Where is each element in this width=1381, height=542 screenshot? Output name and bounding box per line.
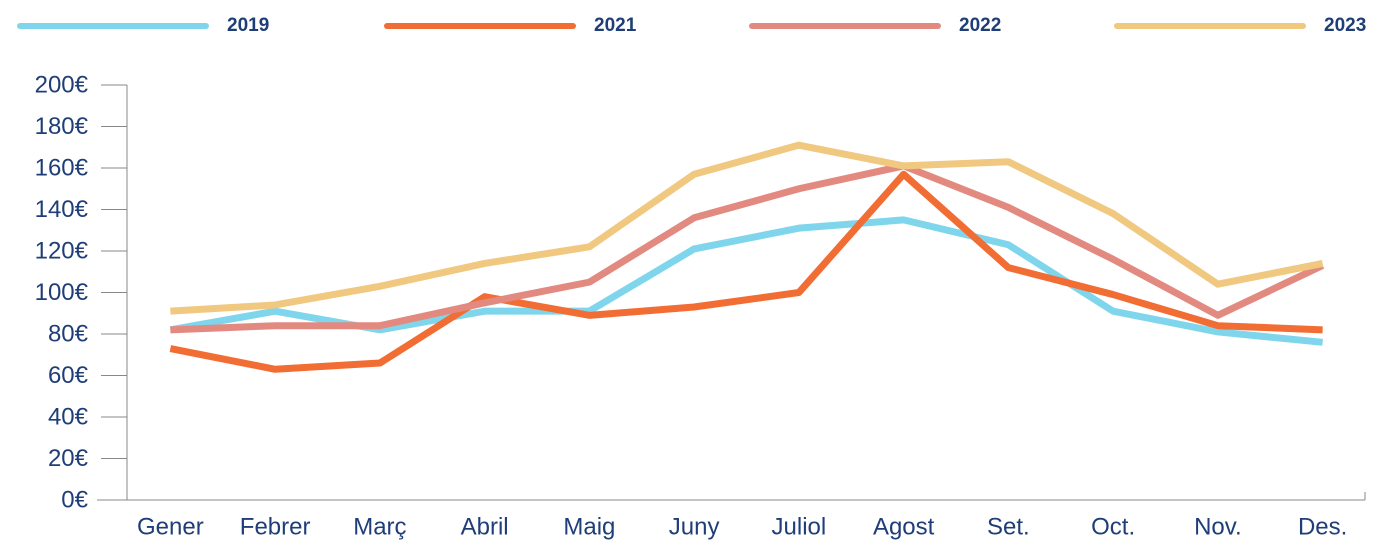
series-line <box>169 170 1323 373</box>
series-line <box>170 141 1324 315</box>
y-tick-label: 80€ <box>48 320 89 347</box>
x-tick-label: Gener <box>137 513 204 540</box>
y-tick-label: 0€ <box>61 486 88 513</box>
x-tick-label: Set. <box>987 513 1030 540</box>
series-line <box>170 162 1325 334</box>
x-tick-label: Març <box>353 513 406 540</box>
x-tick-label: Nov. <box>1194 513 1242 540</box>
y-tick-label: 160€ <box>35 154 89 181</box>
x-tick-label: Abril <box>461 513 509 540</box>
legend-label: 2022 <box>959 15 1001 36</box>
legend-label: 2019 <box>227 15 269 36</box>
x-tick-label: Juny <box>669 513 720 540</box>
y-tick-label: 140€ <box>35 196 89 223</box>
y-tick-label: 40€ <box>48 403 89 430</box>
y-tick-label: 20€ <box>48 445 89 472</box>
x-tick-label: Des. <box>1298 513 1347 540</box>
x-tick-label: Maig <box>563 513 615 540</box>
x-tick-label: Febrer <box>240 513 311 540</box>
legend-label: 2023 <box>1324 15 1366 36</box>
y-tick-label: 180€ <box>35 113 89 140</box>
x-tick-label: Agost <box>873 513 935 540</box>
y-tick-label: 100€ <box>35 279 89 306</box>
x-tick-label: Oct. <box>1091 513 1135 540</box>
legend-label: 2021 <box>594 15 637 36</box>
x-tick-label: Juliol <box>772 513 827 540</box>
y-tick-label: 60€ <box>48 362 89 389</box>
y-tick-label: 120€ <box>35 237 89 264</box>
y-tick-label: 200€ <box>35 71 89 98</box>
